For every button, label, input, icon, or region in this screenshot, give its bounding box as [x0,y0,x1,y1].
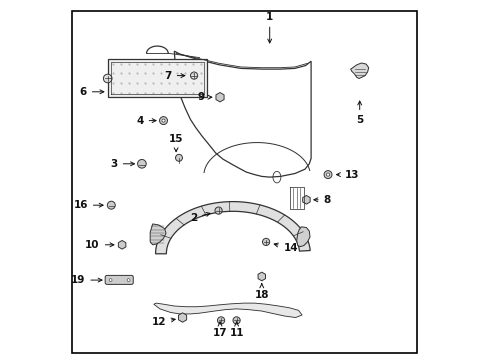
Polygon shape [258,272,265,281]
Circle shape [262,238,269,246]
Circle shape [190,72,197,79]
Circle shape [159,117,167,125]
Circle shape [326,173,329,176]
Text: 6: 6 [80,87,103,97]
Polygon shape [350,63,368,78]
Text: 16: 16 [73,200,103,210]
Polygon shape [296,227,309,247]
Text: 10: 10 [85,240,114,250]
Circle shape [162,119,165,122]
Circle shape [137,159,146,168]
Text: 8: 8 [313,195,330,205]
Text: 4: 4 [136,116,156,126]
Polygon shape [178,313,186,322]
Bar [107,59,206,97]
Text: 18: 18 [254,284,268,300]
Text: 3: 3 [110,159,134,169]
Circle shape [232,317,240,324]
Text: 17: 17 [212,322,227,338]
Circle shape [109,279,112,282]
Text: 2: 2 [189,212,210,223]
Circle shape [217,317,224,324]
Text: 7: 7 [164,71,184,81]
Polygon shape [174,51,310,177]
Text: 14: 14 [274,243,297,253]
Text: 5: 5 [355,101,363,125]
Circle shape [175,154,182,161]
Polygon shape [155,202,309,254]
Text: 13: 13 [336,170,358,180]
Circle shape [215,207,222,214]
FancyBboxPatch shape [105,275,133,284]
Circle shape [127,279,130,282]
Polygon shape [302,195,309,204]
Text: 19: 19 [71,275,102,285]
Circle shape [103,74,112,83]
Polygon shape [150,224,166,245]
Circle shape [324,171,331,179]
Text: 9: 9 [197,92,211,102]
Text: 1: 1 [265,12,273,43]
Polygon shape [118,240,125,249]
Text: 12: 12 [151,317,175,327]
Text: 11: 11 [229,322,244,338]
Polygon shape [216,93,224,102]
Circle shape [107,201,115,209]
Text: 15: 15 [168,134,183,152]
Polygon shape [153,303,302,318]
